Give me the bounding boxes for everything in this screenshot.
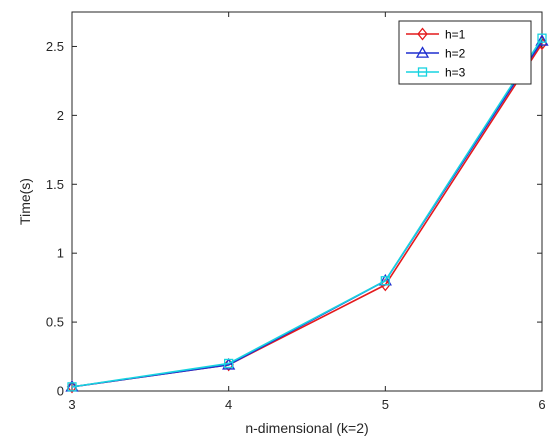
series-line <box>71 37 543 388</box>
legend-marker <box>417 27 428 41</box>
legend-marker <box>417 67 428 77</box>
data-point <box>67 382 77 392</box>
y-tick-label: 1.5 <box>46 177 64 192</box>
y-tick-label: 2.5 <box>46 39 64 54</box>
y-tick-label: 0 <box>57 384 64 399</box>
x-tick-label: 5 <box>382 397 389 412</box>
series-lines <box>65 33 549 394</box>
data-point <box>535 34 549 46</box>
data-point <box>380 276 390 286</box>
axis-ticks: 3 4 5 6 0 0.5 1 1.5 2 2.5 <box>46 12 546 412</box>
legend-label: h=3 <box>445 66 466 80</box>
data-point <box>66 380 78 394</box>
legend: h=1 h=2 h=3 <box>398 20 532 85</box>
series-h=3 <box>67 33 547 392</box>
x-tick-label: 3 <box>68 397 75 412</box>
legend-label: h=2 <box>445 47 466 61</box>
y-tick-label: 2 <box>57 108 64 123</box>
data-point <box>537 33 547 43</box>
y-tick-label: 1 <box>57 246 64 261</box>
legend-marker <box>415 46 430 58</box>
data-point <box>224 358 234 369</box>
y-tick-label: 0.5 <box>46 315 64 330</box>
x-tick-label: 4 <box>225 397 232 412</box>
legend-label: h=1 <box>445 28 466 42</box>
x-tick-label: 6 <box>538 397 545 412</box>
x-axis-label: n-dimensional (k=2) <box>245 420 368 436</box>
y-axis-label: Time(s) <box>17 178 33 225</box>
